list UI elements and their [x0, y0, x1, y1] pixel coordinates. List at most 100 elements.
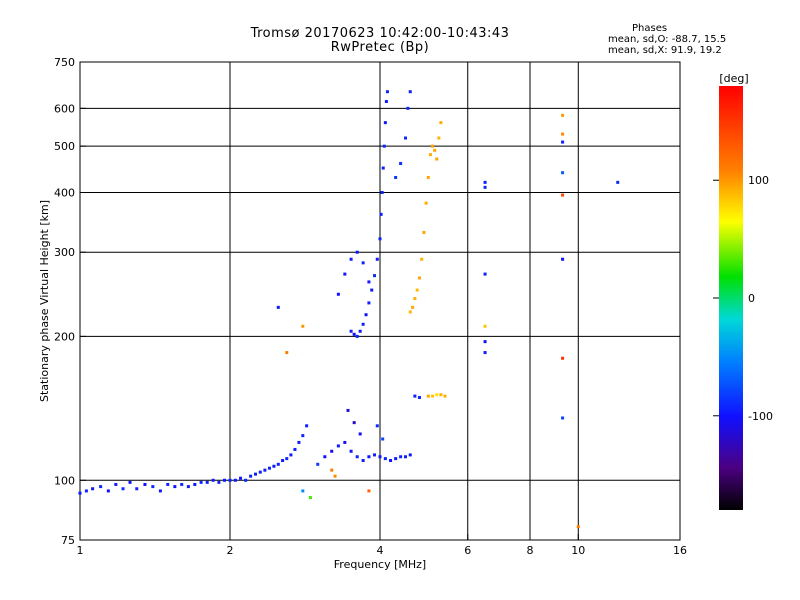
data-point [561, 113, 565, 117]
data-point [233, 478, 237, 482]
data-point [381, 166, 385, 170]
data-point [561, 416, 565, 420]
data-point [483, 180, 487, 184]
data-point [258, 470, 262, 474]
data-point [426, 175, 430, 179]
data-point [411, 305, 415, 309]
data-point [380, 190, 384, 194]
data-point [561, 171, 565, 175]
data-point [408, 310, 412, 314]
data-point [267, 466, 271, 470]
data-point [193, 482, 197, 486]
data-point [349, 257, 353, 261]
data-point [91, 487, 95, 491]
data-point [561, 140, 565, 144]
data-point [333, 474, 337, 478]
data-point [361, 322, 365, 326]
data-point [367, 489, 371, 493]
chart-title: Tromsø 20170623 10:42:00-10:43:43 [250, 26, 510, 41]
data-point [375, 257, 379, 261]
grid [80, 62, 680, 540]
data-point [114, 482, 118, 486]
data-point [358, 329, 362, 333]
colorbar-ticks: 100 0 -100 [713, 174, 773, 423]
data-point [263, 468, 267, 472]
y-tick-label: 100 [54, 474, 75, 487]
data-point [361, 458, 365, 462]
data-point [239, 476, 243, 480]
data-point [367, 280, 371, 284]
y-tick-label: 200 [54, 330, 75, 343]
data-point [403, 455, 407, 459]
data-point [78, 491, 82, 495]
data-point [355, 250, 359, 254]
data-point [367, 455, 371, 459]
x-axis-label: Frequency [MHz] [334, 558, 426, 571]
data-point [443, 394, 447, 398]
data-point [417, 276, 421, 280]
y-axis-label: Stationary phase Virtual Height [km] [38, 200, 51, 402]
data-point [285, 351, 289, 355]
data-point [336, 292, 340, 296]
data-point [373, 274, 377, 278]
data-point [272, 464, 276, 468]
data-point [483, 351, 487, 355]
data-point [308, 496, 312, 500]
data-point [343, 272, 347, 276]
data-point [355, 455, 359, 459]
data-point [381, 437, 385, 441]
data-point [426, 394, 430, 398]
data-point [367, 301, 371, 305]
data-point [173, 485, 177, 489]
data-point [378, 237, 382, 241]
chart-subtitle: RwPretec (Bp) [330, 40, 430, 55]
data-point [370, 288, 374, 292]
data-point [336, 444, 340, 448]
data-point [394, 457, 398, 461]
data-point [417, 395, 421, 399]
data-point [408, 453, 412, 457]
data-point [483, 340, 487, 344]
data-point [346, 408, 350, 412]
data-point [420, 257, 424, 261]
data-point [305, 424, 309, 428]
data-point [349, 329, 353, 333]
data-point [561, 257, 565, 261]
data-point [249, 474, 253, 478]
data-point [483, 185, 487, 189]
data-point [422, 230, 426, 234]
colorbar-tick-label: -100 [748, 410, 773, 423]
colorbar-tick-label: 0 [748, 292, 755, 305]
data-point [217, 480, 221, 484]
data-point [253, 472, 257, 476]
data-point [276, 462, 280, 466]
data-point [389, 458, 393, 462]
data-point [276, 305, 280, 309]
data-point [121, 487, 125, 491]
data-point [151, 485, 155, 489]
data-point [228, 478, 232, 482]
data-point [431, 394, 435, 398]
data-point [384, 100, 388, 104]
x-tick-label: 10 [571, 544, 585, 557]
colorbar-tick-label: 100 [748, 174, 769, 187]
data-point [431, 144, 435, 148]
data-point [439, 121, 443, 125]
data-point [352, 332, 356, 336]
data-point [128, 480, 132, 484]
data-point [330, 468, 334, 472]
data-point [323, 455, 327, 459]
data-point [379, 212, 383, 216]
data-point [413, 394, 417, 398]
data-point [343, 440, 347, 444]
colorbar-label: [deg] [719, 72, 748, 85]
data-point [424, 201, 428, 205]
data-point [561, 193, 565, 197]
data-point [158, 489, 162, 493]
data-point [375, 424, 379, 428]
data-point [394, 175, 398, 179]
x-tick-label: 2 [227, 544, 234, 557]
data-point [223, 478, 227, 482]
x-tick-label: 1 [77, 544, 84, 557]
data-point [281, 458, 285, 462]
